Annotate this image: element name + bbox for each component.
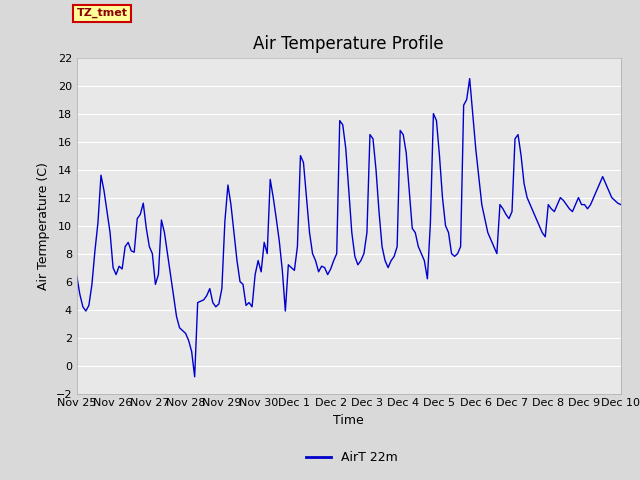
Y-axis label: Air Termperature (C): Air Termperature (C) [37, 162, 50, 289]
Title: Air Temperature Profile: Air Temperature Profile [253, 35, 444, 53]
Legend: AirT 22m: AirT 22m [301, 446, 403, 469]
X-axis label: Time: Time [333, 414, 364, 427]
Text: TZ_tmet: TZ_tmet [77, 8, 128, 18]
